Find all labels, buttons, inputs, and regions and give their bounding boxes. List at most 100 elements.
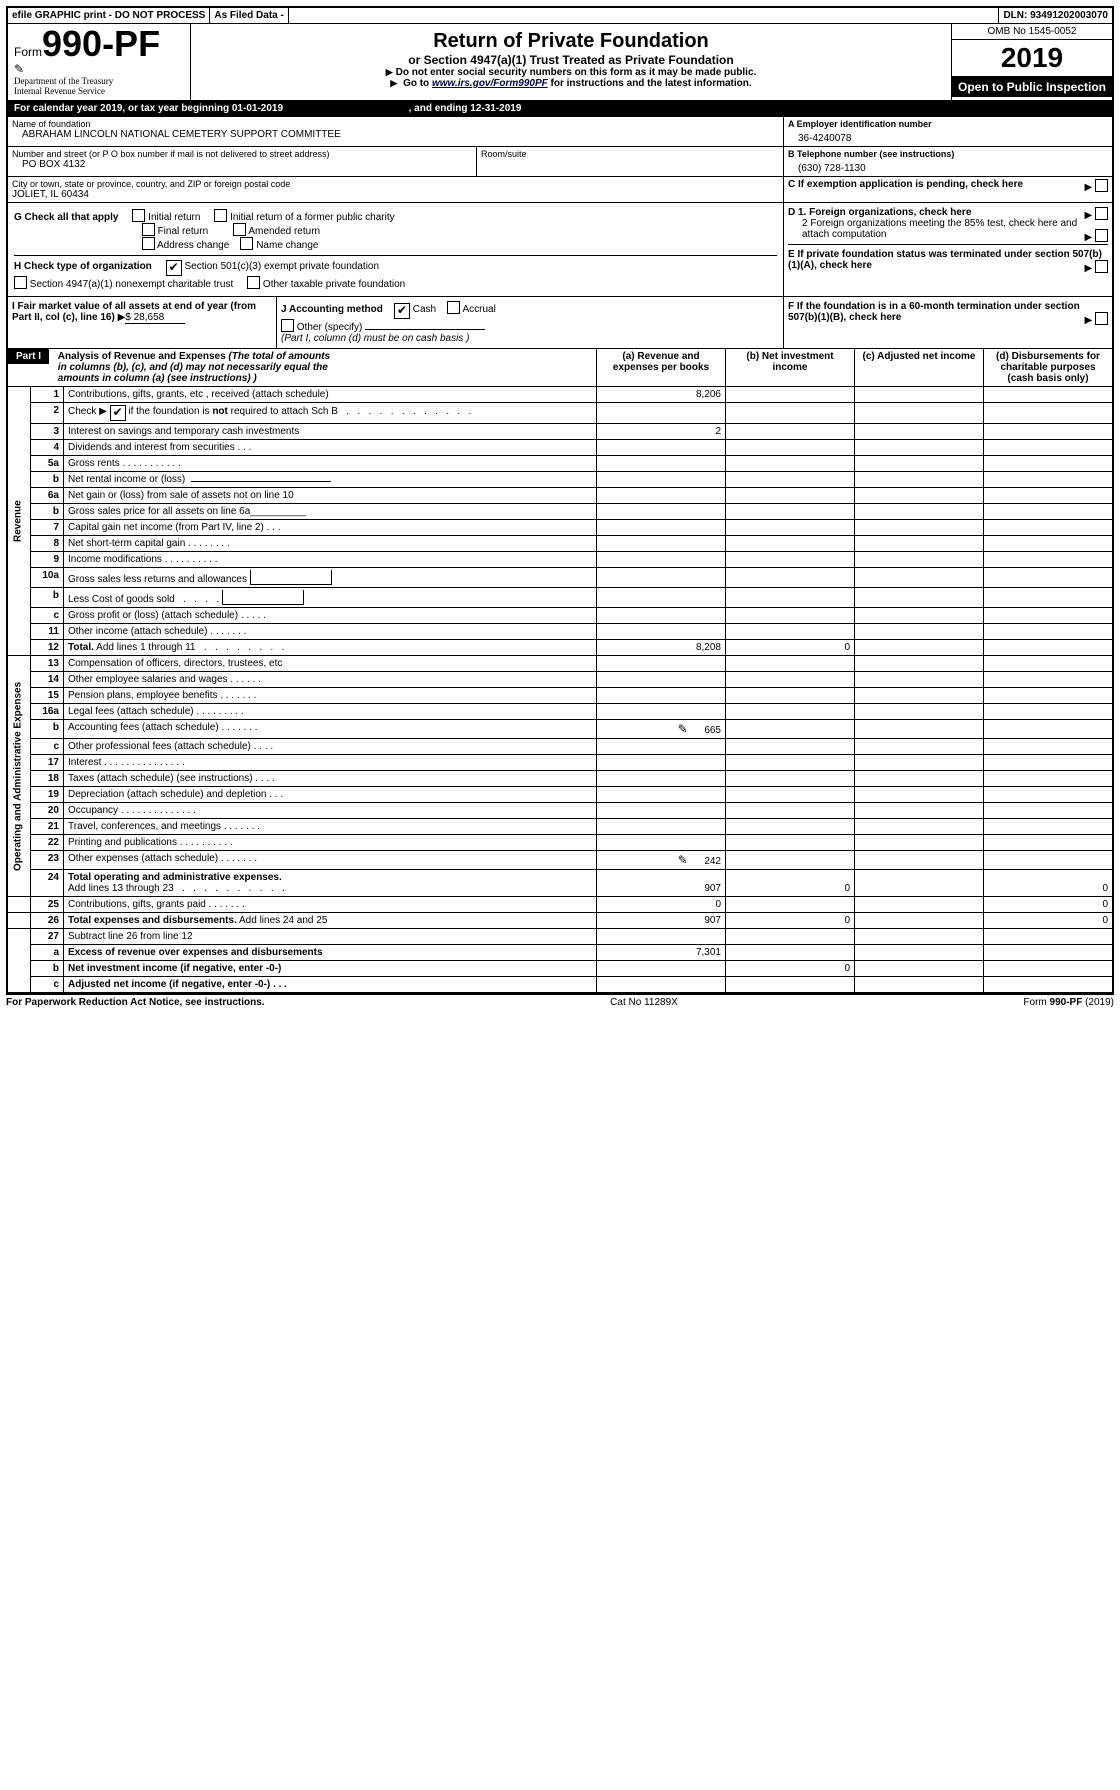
r6a-desc: Net gain or (loss) from sale of assets n…	[64, 488, 597, 504]
chk-initial-former[interactable]	[214, 209, 227, 222]
chk-d2[interactable]	[1095, 229, 1108, 242]
n27c-desc: Adjusted net income (if negative, enter …	[64, 977, 597, 993]
n27a-a: 7,301	[597, 945, 726, 961]
ein-value: 36-4240078	[788, 129, 1108, 144]
form-no-big: 990-PF	[42, 23, 160, 64]
header-right: OMB No 1545-0052 2019 Open to Public Ins…	[952, 24, 1112, 100]
d1-row: D 1. Foreign organizations, check here▶	[788, 207, 1108, 218]
g-opt-0: Initial return	[148, 212, 200, 223]
r4-desc: Dividends and interest from securities .…	[64, 440, 597, 456]
footer-left: For Paperwork Reduction Act Notice, see …	[6, 997, 265, 1008]
e16b-a: ✎ 665	[597, 720, 726, 739]
revenue-side: Revenue	[8, 387, 31, 656]
n27b-text: Net investment income (if negative, ente…	[68, 963, 281, 974]
chk-schb[interactable]: ✔	[110, 405, 126, 421]
e20-desc: Occupancy . . . . . . . . . . . . . .	[64, 803, 597, 819]
i-value: $ 28,658	[125, 312, 185, 324]
chk-amended[interactable]	[233, 223, 246, 236]
n27-desc: Subtract line 26 from line 12	[64, 929, 597, 945]
n27b-desc: Net investment income (if negative, ente…	[64, 961, 597, 977]
r12-a: 8,208	[597, 640, 726, 656]
chk-accrual[interactable]	[447, 301, 460, 314]
d-e-cell: D 1. Foreign organizations, check here▶ …	[784, 203, 1112, 296]
n27c-text: Adjusted net income (if negative, enter …	[68, 979, 287, 990]
col-a-head: (a) Revenue and expenses per books	[597, 349, 726, 387]
phone-cell: B Telephone number (see instructions) (6…	[784, 147, 1112, 176]
r3-desc: Interest on savings and temporary cash i…	[64, 424, 597, 440]
irs-link[interactable]: www.irs.gov/Form990PF	[432, 78, 548, 89]
chk-501c3[interactable]: ✔	[166, 260, 182, 276]
chk-4947[interactable]	[14, 276, 27, 289]
chk-final[interactable]	[142, 223, 155, 236]
e26-desc: Total expenses and disbursements. Add li…	[64, 913, 597, 929]
instr2-pre: Go to	[403, 78, 432, 89]
e16b-val: 665	[704, 725, 721, 736]
e23-desc: Other expenses (attach schedule) . . . .…	[64, 851, 597, 870]
e-label: E If private foundation status was termi…	[788, 249, 1102, 271]
chk-cash[interactable]: ✔	[394, 303, 410, 319]
pencil-icon-23: ✎	[678, 853, 688, 867]
r1-d	[984, 387, 1113, 403]
r7-desc: Capital gain net income (from Part IV, l…	[64, 520, 597, 536]
instr1: Do not enter social security numbers on …	[199, 67, 943, 78]
d1-label: D 1. Foreign organizations, check here	[788, 207, 971, 218]
col-d-head: (d) Disbursements for charitable purpose…	[984, 349, 1113, 387]
r11-desc: Other income (attach schedule) . . . . .…	[64, 624, 597, 640]
j-cell: J Accounting method ✔ Cash Accrual Other…	[277, 297, 784, 348]
d2-row: 2 Foreign organizations meeting the 85% …	[788, 218, 1108, 240]
h-opt-2: Section 4947(a)(1) nonexempt charitable …	[30, 279, 233, 290]
dln-cell: DLN: 93491202003070	[999, 8, 1112, 23]
r6b-desc: Gross sales price for all assets on line…	[64, 504, 597, 520]
r8-desc: Net short-term capital gain . . . . . . …	[64, 536, 597, 552]
tax-year: 2019	[952, 40, 1112, 77]
h-label: H Check type of organization	[14, 261, 152, 272]
i-j-f-row: I Fair market value of all assets at end…	[8, 296, 1112, 348]
form-title: Return of Private Foundation	[199, 30, 943, 53]
chk-initial[interactable]	[132, 209, 145, 222]
chk-e[interactable]	[1095, 260, 1108, 273]
g-cell: G Check all that apply Initial return In…	[8, 203, 784, 296]
chk-f[interactable]	[1095, 312, 1108, 325]
form-container: efile GRAPHIC print - DO NOT PROCESS As …	[6, 6, 1114, 995]
e24-d: 0	[984, 870, 1113, 897]
e17-desc: Interest . . . . . . . . . . . . . . .	[64, 755, 597, 771]
col-b-head: (b) Net investment income	[726, 349, 855, 387]
chk-other-tax[interactable]	[247, 276, 260, 289]
e16a-desc: Legal fees (attach schedule) . . . . . .…	[64, 704, 597, 720]
e19-desc: Depreciation (attach schedule) and deple…	[64, 787, 597, 803]
chk-addr[interactable]	[142, 237, 155, 250]
ein-label: A Employer identification number	[788, 119, 1108, 129]
checkbox-c[interactable]	[1095, 179, 1108, 192]
form-number: Form990-PF	[14, 26, 184, 62]
chk-other[interactable]	[281, 319, 294, 332]
addr-cell: Number and street (or P O box number if …	[8, 147, 477, 176]
e23-val: 242	[704, 856, 721, 867]
r2-a	[597, 403, 726, 424]
chk-d1[interactable]	[1095, 207, 1108, 220]
cal-end: 12-31-2019	[470, 103, 521, 114]
e18-desc: Taxes (attach schedule) (see instruction…	[64, 771, 597, 787]
name-label: Name of foundation	[12, 119, 779, 129]
r9-desc: Income modifications . . . . . . . . . .	[64, 552, 597, 568]
e16b-desc: Accounting fees (attach schedule) . . . …	[64, 720, 597, 739]
e24-desc: Total operating and administrative expen…	[64, 870, 597, 897]
omb: OMB No 1545-0052	[952, 24, 1112, 40]
instr2: Go to www.irs.gov/Form990PF for instruct…	[199, 78, 943, 89]
expenses-side: Operating and Administrative Expenses	[8, 656, 31, 897]
g-label: G Check all that apply	[14, 212, 118, 223]
d2-label: 2 Foreign organizations meeting the 85% …	[802, 218, 1077, 240]
e16c-desc: Other professional fees (attach schedule…	[64, 739, 597, 755]
part1-label: Part I	[8, 349, 49, 364]
dln-label: DLN:	[1003, 10, 1027, 21]
e14-desc: Other employee salaries and wages . . . …	[64, 672, 597, 688]
cal-begin: 01-01-2019	[232, 103, 283, 114]
part1-title: Analysis of Revenue and Expenses	[58, 351, 226, 362]
r1-c	[855, 387, 984, 403]
city-value: JOLIET, IL 60434	[12, 189, 779, 200]
efile-notice: efile GRAPHIC print - DO NOT PROCESS	[8, 8, 210, 23]
pencil-icon: ✎	[14, 62, 24, 76]
e22-desc: Printing and publications . . . . . . . …	[64, 835, 597, 851]
f-cell: F If the foundation is in a 60-month ter…	[784, 297, 1112, 348]
chk-name[interactable]	[240, 237, 253, 250]
e25-a: 0	[597, 897, 726, 913]
